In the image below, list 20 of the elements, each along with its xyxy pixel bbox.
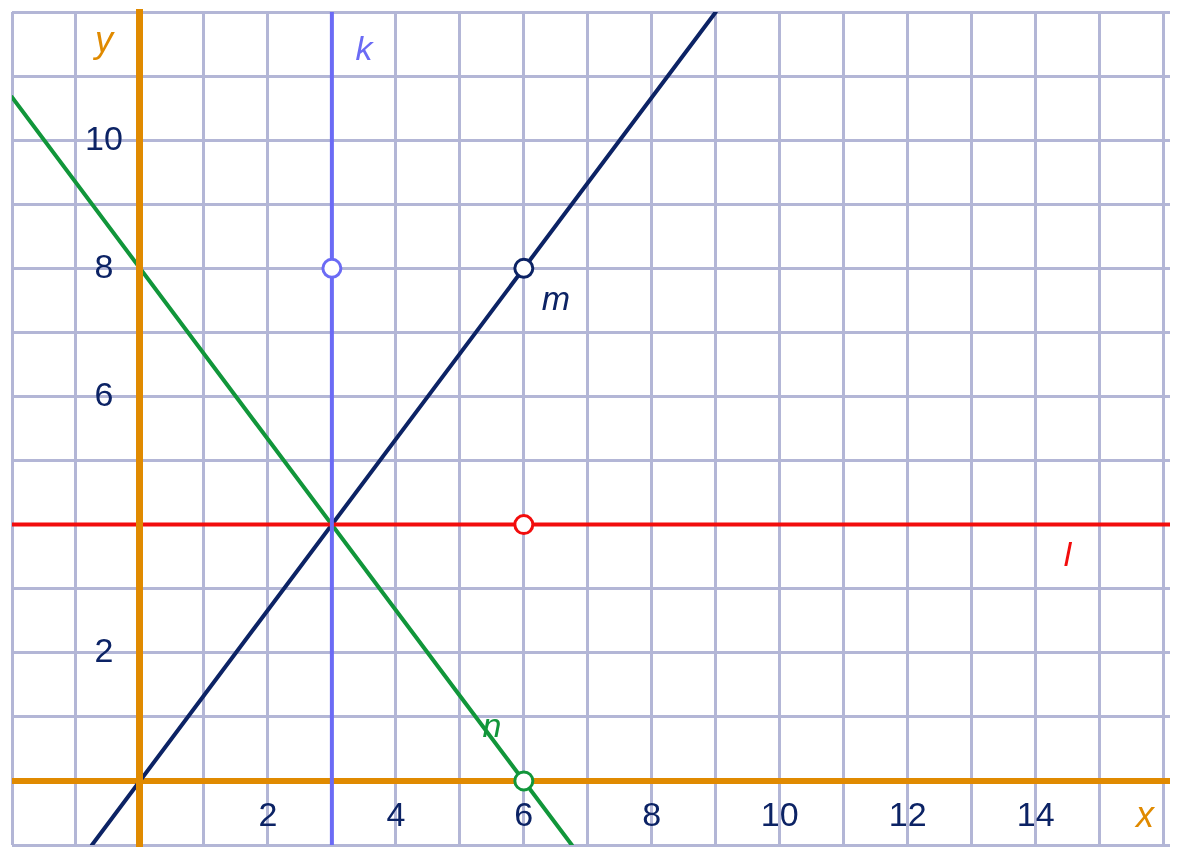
point <box>321 257 343 279</box>
x-tick-label: 10 <box>760 795 799 834</box>
series-label: l <box>1063 535 1073 574</box>
x-tick-label: 6 <box>514 795 534 834</box>
y-tick-label: 6 <box>94 374 114 413</box>
y-tick-label: 2 <box>94 631 114 670</box>
x-tick-label: 4 <box>386 795 406 834</box>
point <box>513 770 535 792</box>
x-tick-label: 2 <box>258 795 278 834</box>
x-tick-label: 8 <box>642 795 662 834</box>
y-tick-label: 10 <box>85 118 123 157</box>
point <box>513 257 535 279</box>
x-tick-label: 14 <box>1016 795 1055 834</box>
y-axis-title: y <box>91 19 115 61</box>
x-tick-label: 12 <box>888 795 927 834</box>
y-tick-label: 8 <box>94 246 114 285</box>
x-axis-title: x <box>1134 793 1156 835</box>
series-label: m <box>541 278 570 317</box>
series-label: k <box>355 28 375 67</box>
point <box>513 514 535 536</box>
